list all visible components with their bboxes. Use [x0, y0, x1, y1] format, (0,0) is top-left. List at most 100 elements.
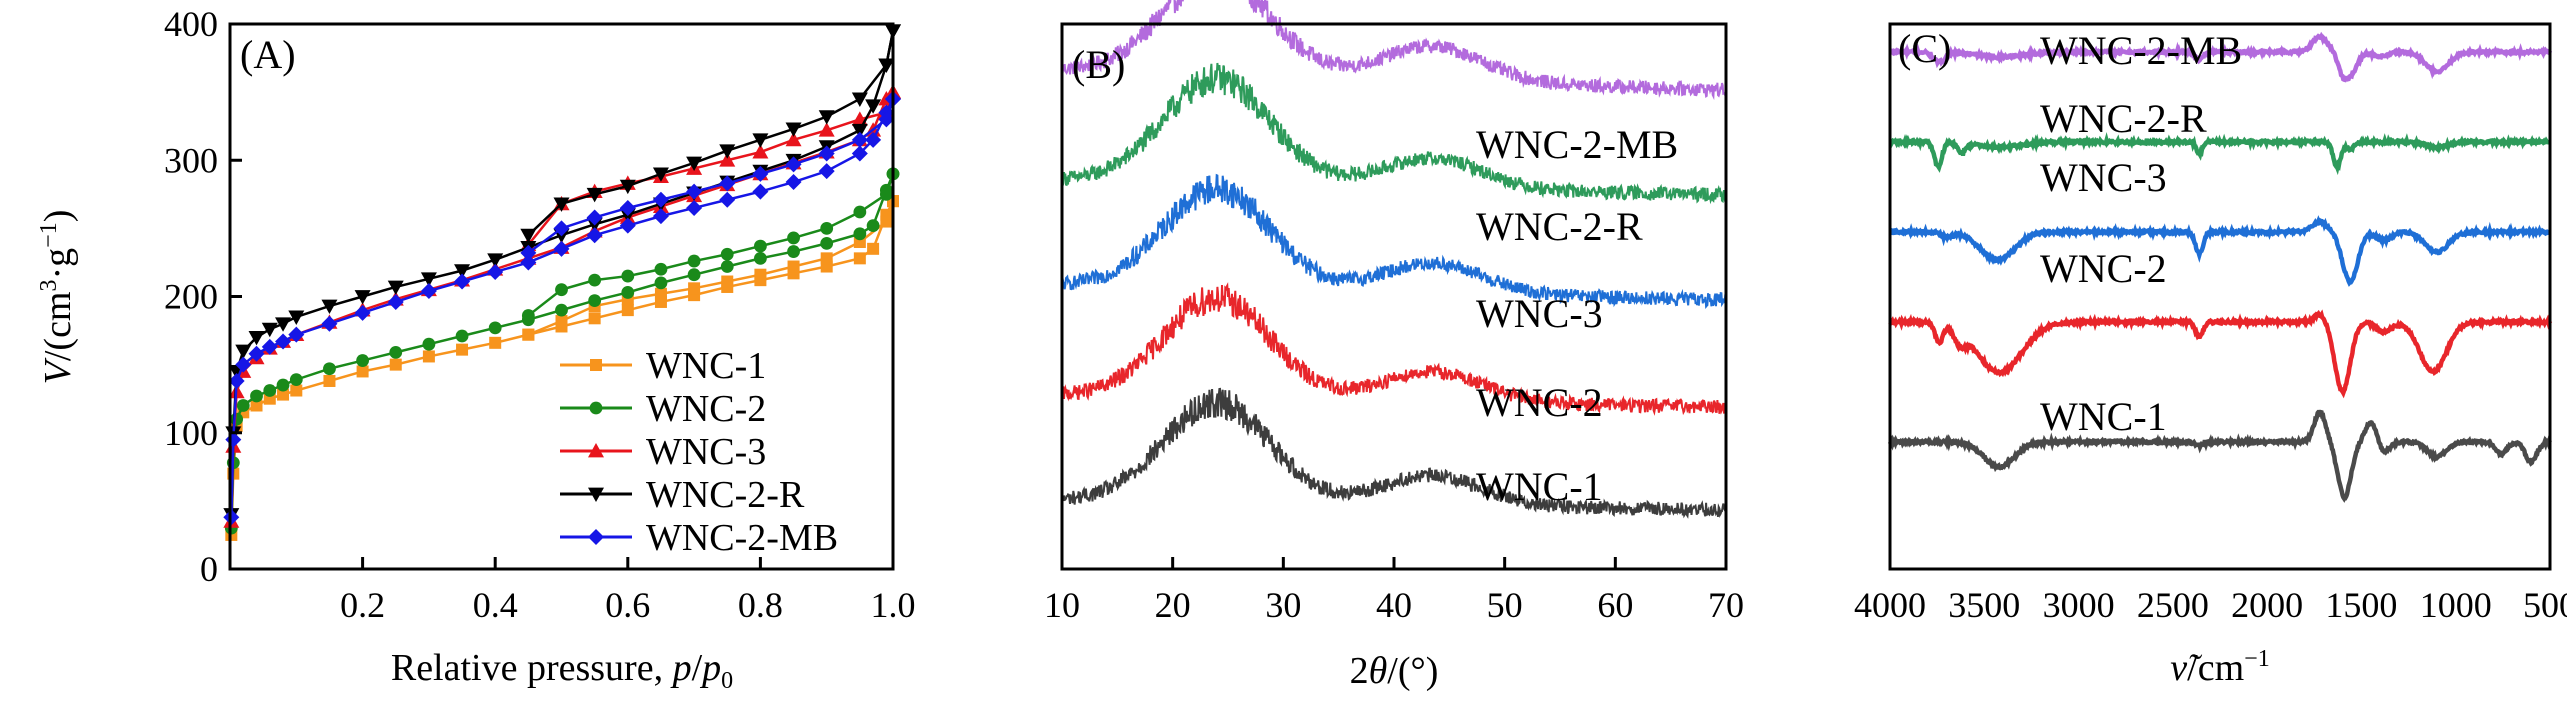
point-wnc-2-r-adsorption: [487, 253, 504, 268]
xrd-trace-wnc-1: [1061, 387, 1727, 519]
panel-c-label: (C): [1898, 26, 1951, 71]
panel-a-xlabel-slash: /: [692, 647, 703, 689]
point-wnc-2-r-adsorption: [354, 290, 371, 305]
panel-b-xlabel-pre: 2: [1350, 650, 1369, 692]
xrd-label-wnc-2-mb: WNC-2-MB: [1476, 122, 1678, 167]
point-wnc-2-r-adsorption: [275, 317, 292, 332]
panel-b-x-tick-label: 60: [1597, 585, 1633, 625]
point-wnc-2-adsorption: [389, 345, 403, 359]
panel-c-x-tick-label: 1000: [2420, 585, 2492, 625]
point-wnc-1-adsorption: [250, 399, 263, 412]
panel-a-xlabel-p: p: [670, 647, 692, 689]
xrd-label-wnc-1: WNC-1: [1476, 464, 1603, 509]
point-wnc-1-adsorption: [489, 336, 502, 349]
panel-b: 10 20 30 40 50 60 70 (B) WNC-2-MBWNC-2-RWNC-3W…: [1044, 0, 1744, 692]
point-wnc-2-adsorption: [787, 245, 800, 258]
point-wnc-1-desorption: [688, 282, 701, 295]
point-wnc-2-r-desorption: [686, 156, 703, 171]
panel-a-ylabel-v: V: [37, 357, 79, 384]
point-wnc-2-desorption: [720, 247, 734, 261]
point-wnc-2-adsorption: [323, 362, 336, 376]
point-wnc-2-r-adsorption: [454, 264, 471, 279]
point-wnc-1-adsorption: [853, 252, 866, 265]
point-wnc-3-desorption: [785, 131, 802, 147]
panel-a-x-tick-label: 0.8: [738, 585, 783, 625]
point-wnc-2-adsorption: [687, 268, 701, 282]
point-wnc-2-mb-desorption: [785, 156, 802, 173]
point-wnc-2-adsorption: [621, 286, 635, 299]
xrd-label-wnc-2: WNC-2: [1476, 380, 1603, 425]
panel-b-x-tick-label: 70: [1708, 585, 1744, 625]
panel-a-ticks: 0.2 0.4 0.6 0.8 1.0 0 100 200 300 400: [164, 4, 916, 625]
point-wnc-2-r-desorption: [878, 58, 895, 73]
point-wnc-1-desorption: [787, 260, 800, 273]
point-wnc-2-mb-adsorption: [235, 356, 252, 373]
point-wnc-2-r-desorption: [785, 122, 802, 137]
panel-a-y-tick-label: 0: [200, 549, 218, 589]
point-wnc-2-r-desorption: [818, 110, 835, 125]
panel-a-label: (A): [240, 32, 296, 77]
series-wnc-2-mb: [223, 90, 901, 526]
point-wnc-1-adsorption: [277, 388, 290, 401]
ftir-label-wnc-3: WNC-3: [2040, 155, 2167, 200]
point-wnc-2-mb-desorption: [878, 111, 895, 128]
panel-a-ylabel-close: ): [37, 210, 79, 223]
point-wnc-1-desorption: [721, 275, 734, 288]
ftir-trace-wnc-3: [1888, 215, 2551, 287]
panel-c-xlabel-sup: −1: [2244, 646, 2270, 672]
point-wnc-2-r-desorption: [851, 92, 868, 107]
panel-a-x-axis-title: Relative pressure, p/p0: [391, 647, 733, 694]
point-wnc-2-r-adsorption: [248, 330, 265, 346]
point-wnc-2-mb-adsorption: [818, 163, 835, 180]
panel-c-frame: [1888, 22, 2552, 571]
point-wnc-2-mb-adsorption: [248, 345, 265, 362]
point-wnc-2-adsorption: [250, 389, 263, 403]
point-wnc-2-mb-adsorption: [553, 240, 570, 257]
point-wnc-2-desorption: [787, 231, 800, 245]
point-wnc-2-mb-desorption: [851, 131, 868, 148]
point-wnc-2-adsorption: [754, 251, 767, 265]
point-wnc-2-r-adsorption: [387, 280, 404, 295]
series-wnc-2-r: [223, 24, 901, 523]
panel-a-y-tick-label: 200: [164, 277, 218, 317]
ftir-label-wnc-2-mb: WNC-2-MB: [2040, 28, 2242, 73]
point-wnc-2-mb-adsorption: [586, 227, 603, 244]
point-wnc-1-adsorption: [422, 350, 435, 363]
point-wnc-2-r-adsorption: [235, 344, 252, 359]
point-wnc-1-adsorption: [389, 358, 402, 371]
point-wnc-1-adsorption: [323, 374, 336, 387]
panel-b-series-group: [1061, 0, 1727, 519]
panel-c-x-tick-label: 2500: [2137, 585, 2209, 625]
point-wnc-3-desorption: [752, 144, 769, 159]
point-wnc-1-desorption: [555, 315, 568, 328]
panel-a-xlabel-sub0: 0: [721, 668, 733, 694]
panel-a-xlabel-p0: p: [699, 647, 721, 689]
panel-b-x-tick-label: 40: [1376, 585, 1412, 625]
point-wnc-1-adsorption: [867, 242, 880, 255]
point-wnc-2-adsorption: [853, 227, 867, 241]
panel-c-ticks: 4000 3500 3000 2500 2000 1500 1000 500: [1854, 585, 2567, 625]
panel-b-x-tick-label: 20: [1155, 585, 1191, 625]
xrd-label-wnc-2-r: WNC-2-R: [1476, 204, 1643, 249]
panel-a-y-axis-title: V/(cm3·g−1): [36, 210, 79, 385]
legend-marker-wnc-2: [589, 401, 603, 415]
point-wnc-1-desorption: [754, 268, 767, 281]
point-wnc-2-desorption: [853, 205, 867, 219]
point-wnc-2-mb-adsorption: [288, 326, 305, 343]
point-wnc-2-mb-desorption: [752, 165, 769, 182]
point-wnc-2-mb-adsorption: [354, 304, 371, 321]
ftir-trace-wnc-2-r: [1888, 132, 2551, 176]
line-wnc-2-mb-desorption: [527, 98, 895, 254]
point-wnc-2-r-desorption: [553, 197, 570, 212]
point-wnc-2-mb-adsorption: [275, 333, 292, 350]
point-wnc-2-mb-adsorption: [865, 131, 882, 148]
point-wnc-2-r-adsorption: [420, 272, 437, 287]
panel-b-xlabel-post: /(°): [1387, 650, 1438, 692]
legend-label-wnc-1: WNC-1: [646, 345, 766, 387]
point-wnc-2-adsorption: [488, 321, 502, 335]
line-wnc-2-mb-adsorption: [230, 98, 895, 518]
point-wnc-2-mb-desorption: [586, 209, 603, 226]
panel-a-x-tick-label: 0.2: [340, 585, 385, 625]
panel-a-ylabel-dot: ·g: [37, 248, 79, 280]
